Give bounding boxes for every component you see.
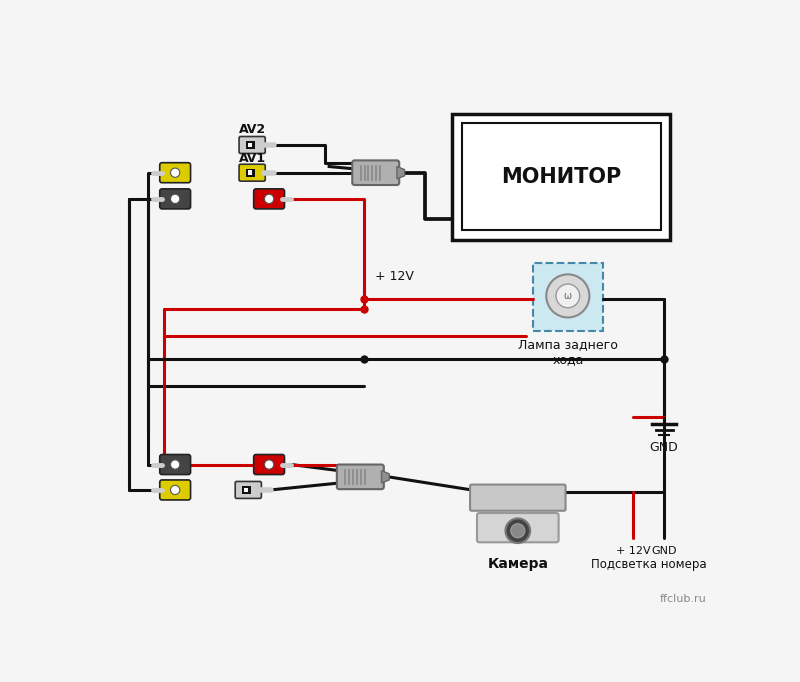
Circle shape xyxy=(170,460,180,469)
Text: GND: GND xyxy=(650,441,678,454)
FancyBboxPatch shape xyxy=(470,484,566,511)
FancyBboxPatch shape xyxy=(534,263,602,331)
Text: AV1: AV1 xyxy=(238,152,266,165)
Polygon shape xyxy=(382,471,390,483)
FancyBboxPatch shape xyxy=(239,164,266,181)
Text: + 12V: + 12V xyxy=(616,546,650,556)
FancyBboxPatch shape xyxy=(235,481,262,499)
Text: Камера: Камера xyxy=(487,557,548,571)
FancyBboxPatch shape xyxy=(477,513,558,542)
FancyBboxPatch shape xyxy=(242,486,251,494)
Circle shape xyxy=(265,194,274,203)
FancyBboxPatch shape xyxy=(160,454,190,475)
Text: ffclub.ru: ffclub.ru xyxy=(660,594,706,604)
FancyBboxPatch shape xyxy=(337,464,384,489)
Circle shape xyxy=(265,460,274,469)
FancyBboxPatch shape xyxy=(254,454,285,475)
FancyBboxPatch shape xyxy=(247,170,252,175)
FancyBboxPatch shape xyxy=(254,189,285,209)
FancyBboxPatch shape xyxy=(244,488,248,492)
Circle shape xyxy=(170,168,180,177)
Circle shape xyxy=(556,284,580,308)
FancyBboxPatch shape xyxy=(352,160,399,185)
FancyBboxPatch shape xyxy=(160,163,190,183)
Text: Лампа заднего
хода: Лампа заднего хода xyxy=(518,338,618,366)
Text: GND: GND xyxy=(651,546,677,556)
Text: AV2: AV2 xyxy=(238,123,266,136)
Text: ω: ω xyxy=(564,291,572,301)
FancyBboxPatch shape xyxy=(246,169,255,177)
Circle shape xyxy=(170,486,180,494)
Circle shape xyxy=(546,274,590,317)
FancyBboxPatch shape xyxy=(160,480,190,500)
FancyBboxPatch shape xyxy=(239,136,266,153)
Text: Подсветка номера: Подсветка номера xyxy=(591,558,706,571)
Text: МОНИТОР: МОНИТОР xyxy=(501,167,622,187)
Text: + 12V: + 12V xyxy=(375,270,414,283)
Circle shape xyxy=(506,518,530,543)
Polygon shape xyxy=(397,166,405,179)
FancyBboxPatch shape xyxy=(246,141,255,149)
Polygon shape xyxy=(452,114,670,239)
Polygon shape xyxy=(462,123,661,231)
FancyBboxPatch shape xyxy=(247,143,252,147)
FancyBboxPatch shape xyxy=(160,189,190,209)
Circle shape xyxy=(511,524,525,537)
Circle shape xyxy=(170,194,180,203)
